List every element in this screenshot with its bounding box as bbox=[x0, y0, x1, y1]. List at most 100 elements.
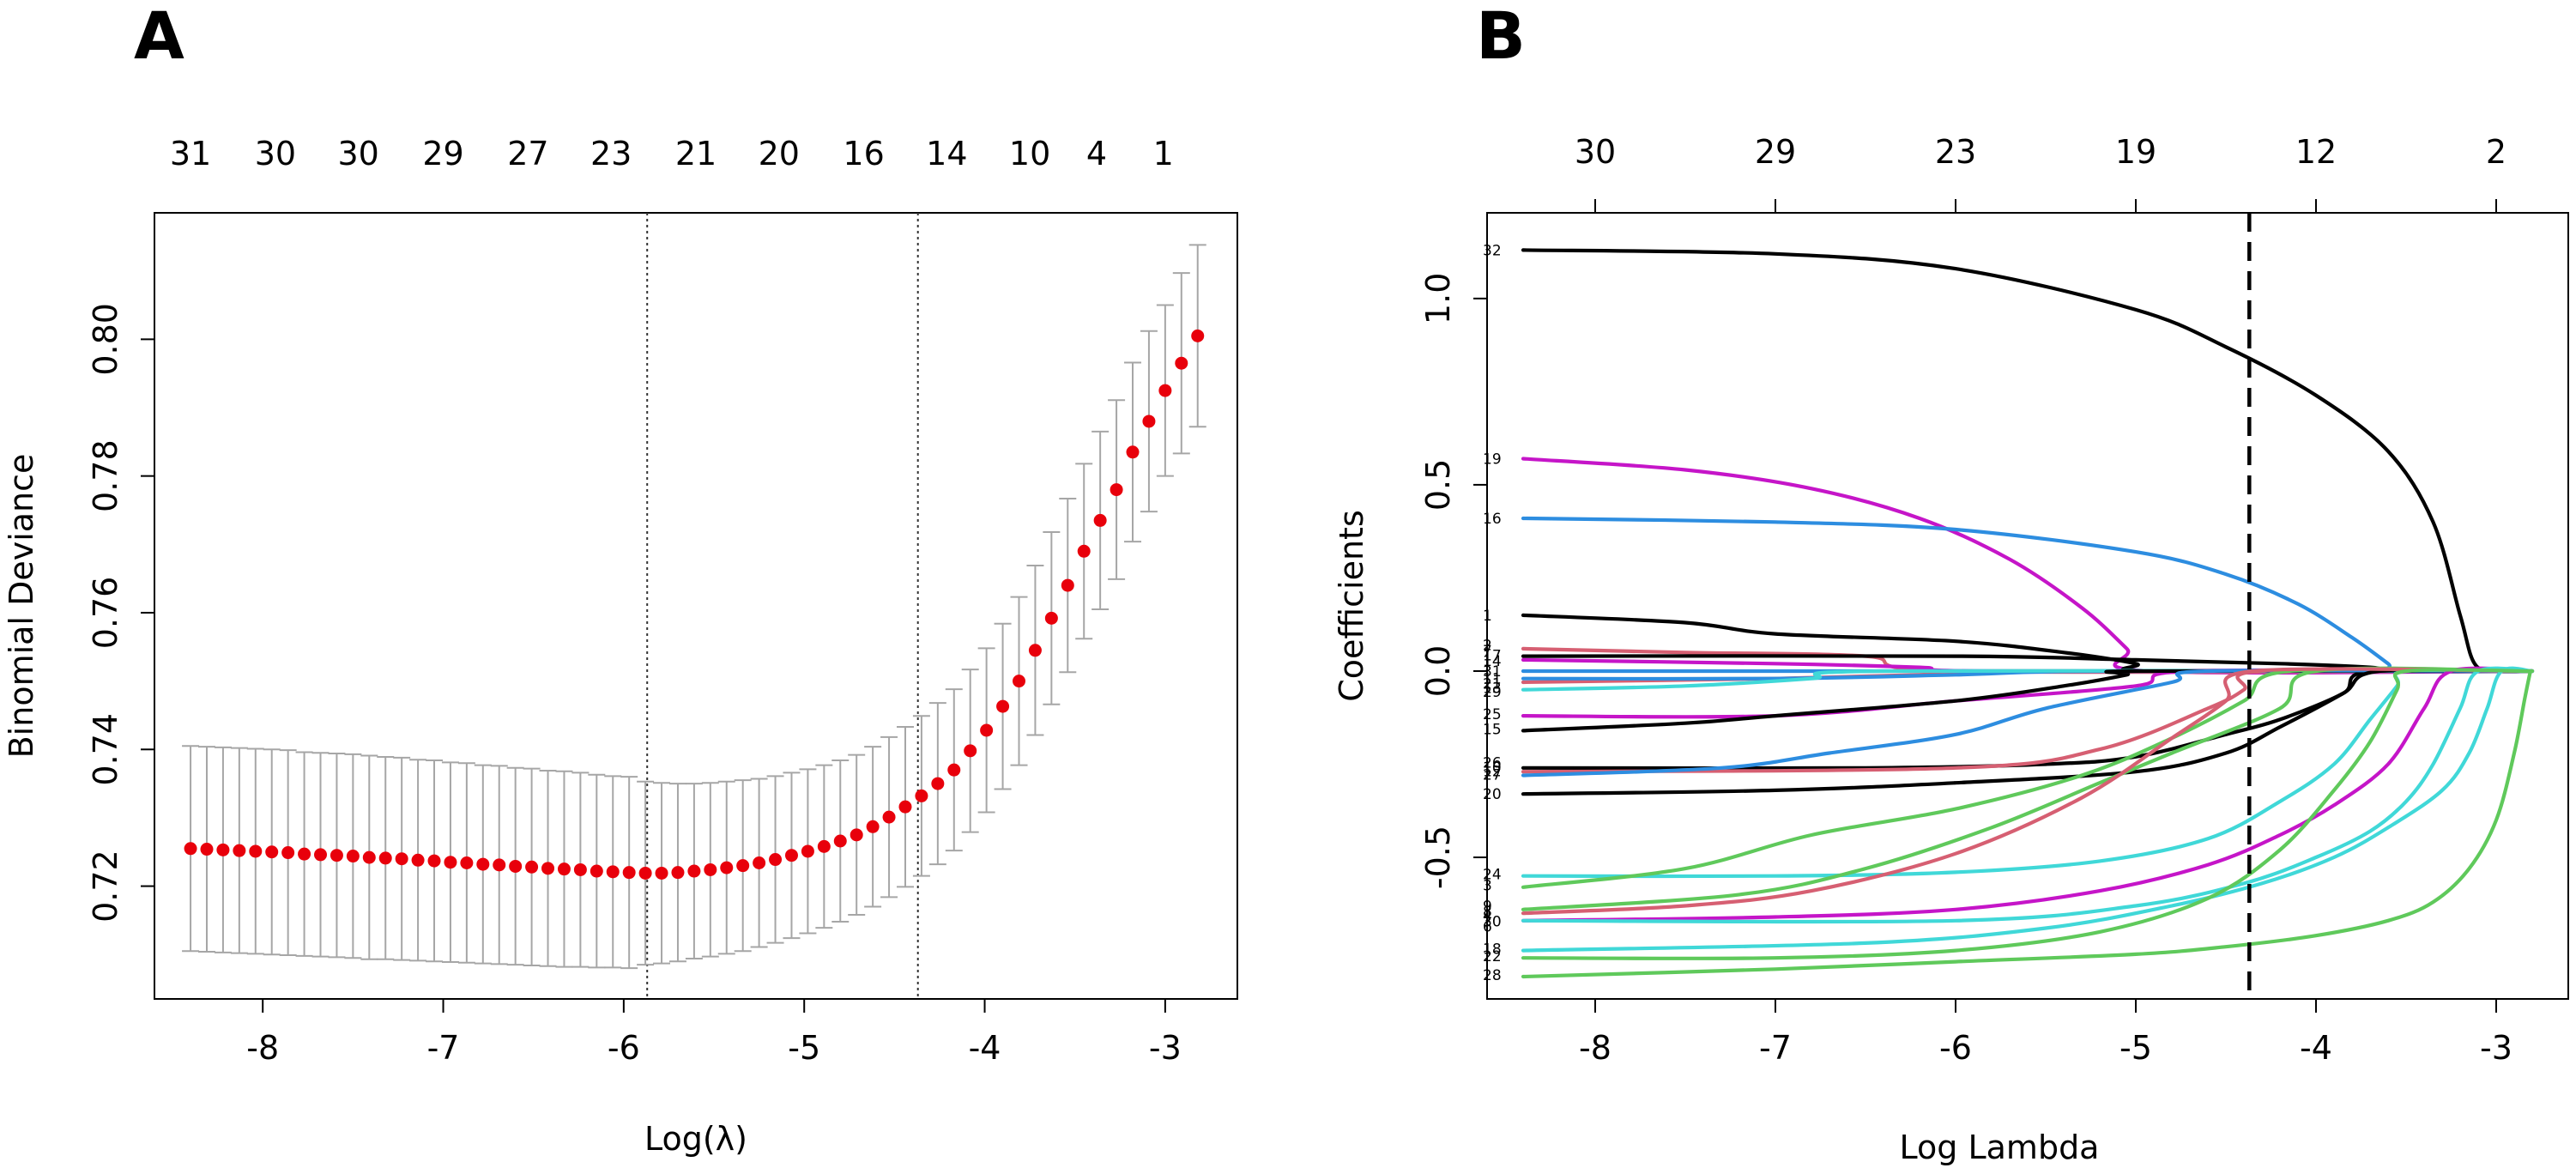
panel-a-data-point bbox=[1110, 483, 1123, 497]
coefficient-path-28 bbox=[1521, 669, 2532, 979]
coefficient-path-12 bbox=[1521, 668, 2535, 778]
panel-a-data-point bbox=[704, 862, 717, 876]
panel-a-data-point bbox=[427, 854, 441, 868]
panel-b-plot-frame bbox=[1486, 212, 2569, 1000]
panel-b-y-axis-title: Coefficients bbox=[1333, 510, 1370, 702]
panel-a-data-point bbox=[866, 820, 880, 833]
panel-a-data-point bbox=[265, 845, 279, 859]
panel-a-data-point bbox=[444, 856, 457, 869]
coefficient-path-4 bbox=[1521, 667, 2535, 916]
panel-a-data-point bbox=[606, 865, 620, 879]
panel-b-x-tick-label: -8 bbox=[1579, 1029, 1612, 1067]
coefficient-path-32 bbox=[1521, 248, 2535, 674]
panel-a-top-count-label: 20 bbox=[759, 135, 800, 172]
variable-label: 14 bbox=[1483, 653, 1502, 670]
panel-a-x-tick-label: -4 bbox=[969, 1029, 1001, 1067]
panel-a-data-point bbox=[784, 849, 798, 862]
panel-a-data-point bbox=[557, 862, 571, 876]
coefficient-path-30 bbox=[1521, 666, 2535, 923]
variable-label: 7 bbox=[1483, 643, 1492, 660]
variable-label: 25 bbox=[1483, 706, 1502, 723]
variable-label: 2 bbox=[1483, 638, 1492, 655]
panel-a-top-count-label: 23 bbox=[590, 135, 632, 172]
panel-a-data-point bbox=[233, 844, 246, 857]
panel-a-data-point bbox=[493, 858, 506, 872]
panel-a-top-count-label: 21 bbox=[675, 135, 717, 172]
coefficient-path-18 bbox=[1521, 666, 2535, 953]
variable-label: 20 bbox=[1483, 786, 1502, 803]
panel-a-data-point bbox=[314, 848, 328, 862]
panel-a-data-point bbox=[330, 849, 343, 862]
variable-label: 6 bbox=[1483, 918, 1492, 935]
panel-a-data-point bbox=[1028, 644, 1042, 657]
panel-a-data-point bbox=[1077, 544, 1091, 558]
variable-label: 27 bbox=[1483, 767, 1502, 784]
panel-a-x-axis-title: Log(λ) bbox=[644, 1120, 747, 1158]
variable-label: 16 bbox=[1483, 511, 1502, 528]
variable-label: 11 bbox=[1483, 671, 1502, 688]
panel-a-data-point bbox=[769, 853, 783, 867]
panel-a-x-tick-label: -7 bbox=[427, 1029, 460, 1067]
panel-a-data-point bbox=[590, 864, 603, 878]
variable-label: 3 bbox=[1483, 878, 1492, 895]
panel-a-y-tick-label: 0.78 bbox=[87, 439, 124, 512]
panel-a-top-count-label: 10 bbox=[1009, 135, 1050, 172]
panel-a-data-point bbox=[1044, 611, 1058, 625]
panel-b-x-tick-label: -5 bbox=[2119, 1029, 2152, 1067]
panel-b-top-count-label: 29 bbox=[1755, 133, 1796, 171]
panel-b-top-count-label: 2 bbox=[2486, 133, 2506, 171]
panel-b: 3219161271714311121132925152610122720243… bbox=[1333, 133, 2569, 1166]
panel-a-plot-frame bbox=[154, 212, 1238, 1000]
panel-a-data-point bbox=[1093, 513, 1107, 527]
coefficient-path-8 bbox=[1521, 666, 2535, 911]
panel-a-y-axis-title: Binomial Deviance bbox=[3, 454, 40, 759]
panel-a-data-point bbox=[720, 861, 734, 874]
panel-a-data-point bbox=[753, 856, 766, 869]
panel-a-data-point bbox=[249, 844, 263, 858]
panel-a-data-point bbox=[996, 699, 1010, 713]
panel-a-data-point bbox=[801, 844, 814, 858]
panel-a-data-point bbox=[281, 846, 295, 860]
panel-a-data-point bbox=[573, 862, 587, 876]
coefficient-path-26 bbox=[1521, 667, 2535, 771]
panel-b-y-tick-label: 0.5 bbox=[1419, 459, 1457, 511]
panel-a-data-point bbox=[898, 800, 912, 814]
variable-label: 21 bbox=[1483, 675, 1502, 693]
panel-b-x-tick-label: -7 bbox=[1759, 1029, 1792, 1067]
variable-label: 8 bbox=[1483, 904, 1492, 921]
coefficient-path-19 bbox=[1521, 457, 2535, 675]
variable-label: 15 bbox=[1483, 721, 1502, 738]
variable-label: 13 bbox=[1483, 681, 1502, 698]
coefficient-path-20 bbox=[1521, 667, 2535, 796]
panel-a-data-point bbox=[541, 862, 555, 875]
panel-a-data-point bbox=[362, 850, 376, 864]
variable-label: 24 bbox=[1483, 867, 1502, 884]
panel-a-y-tick-label: 0.76 bbox=[87, 577, 124, 650]
variable-label: 1 bbox=[1483, 608, 1492, 625]
panel-a-x-tick-label: -3 bbox=[1149, 1029, 1182, 1067]
variable-label: 19 bbox=[1483, 451, 1502, 469]
panel-a: -8 -7 -6 -5 -4 -3 0.72 0.74 0.76 0.78 0.80 31 30 30… bbox=[3, 135, 1238, 1158]
panel-a-x-tick-label: -6 bbox=[608, 1029, 640, 1067]
panel-b-x-axis-title: Log Lambda bbox=[1900, 1129, 2100, 1166]
panel-a-data-point bbox=[671, 866, 685, 880]
panel-a-data-point bbox=[1142, 415, 1156, 428]
panel-a-data-point bbox=[411, 853, 425, 867]
panel-a-data-point bbox=[395, 852, 408, 866]
panel-a-data-point bbox=[833, 834, 847, 848]
variable-label: 4 bbox=[1483, 908, 1492, 925]
variable-label: 29 bbox=[1483, 684, 1502, 701]
panel-a-data-point bbox=[736, 859, 750, 873]
panel-a-data-point bbox=[915, 789, 928, 802]
variable-label: 32 bbox=[1483, 242, 1502, 259]
panel-a-x-tick-label: -8 bbox=[246, 1029, 279, 1067]
coefficient-path-22 bbox=[1521, 668, 2535, 960]
panel-a-data-point bbox=[655, 866, 668, 880]
panel-b-x-tick-label: -3 bbox=[2480, 1029, 2513, 1067]
panel-a-data-point bbox=[817, 839, 831, 853]
panel-a-x-tick-label: -5 bbox=[788, 1029, 820, 1067]
panel-b-y-tick-label: 1.0 bbox=[1419, 273, 1457, 324]
variable-label: 18 bbox=[1483, 941, 1502, 958]
panel-a-data-point bbox=[980, 723, 994, 737]
panel-b-top-count-label: 19 bbox=[2115, 133, 2156, 171]
